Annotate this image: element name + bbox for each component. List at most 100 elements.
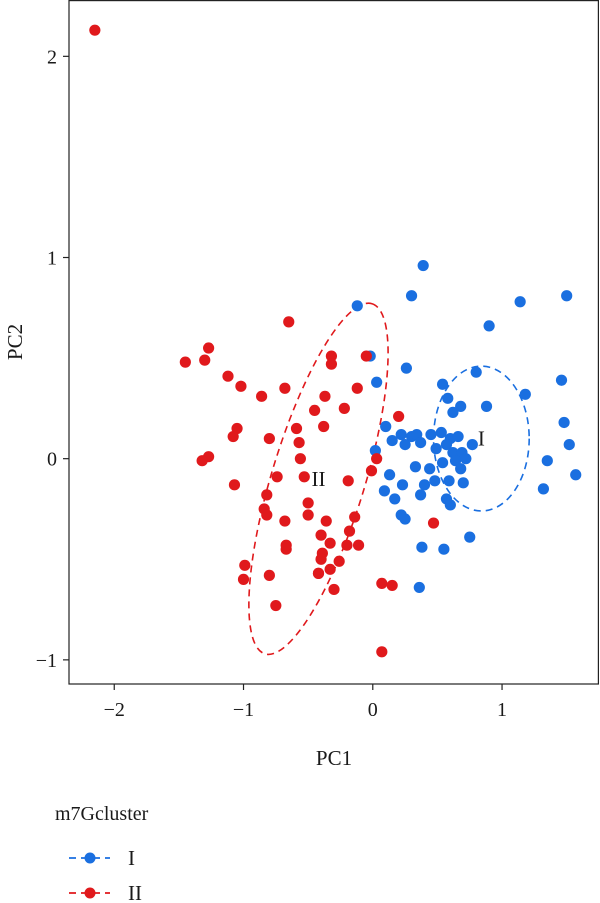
data-point-II: [352, 539, 365, 551]
data-point-I: [457, 477, 469, 489]
data-point-II: [228, 479, 241, 491]
legend-item-II: II: [69, 881, 142, 903]
data-point-II: [343, 525, 356, 537]
data-point-II: [279, 382, 291, 394]
x-axis: −2 −1 0 1 PC1: [104, 684, 507, 770]
data-point-II: [324, 563, 336, 575]
data-point-II: [338, 402, 350, 414]
data-point-I: [443, 475, 455, 487]
cluster-ellipses: [248, 302, 530, 656]
data-point-II: [315, 553, 327, 565]
data-point-II: [271, 471, 283, 483]
data-point-I: [435, 426, 447, 439]
data-point-I: [400, 362, 412, 374]
data-point-I: [409, 461, 422, 473]
data-point-I: [383, 469, 396, 481]
cluster-ellipse-II: [248, 302, 389, 656]
data-point-I: [386, 434, 398, 447]
data-point-II: [376, 646, 388, 658]
data-point-II: [371, 453, 383, 465]
data-point-II: [324, 537, 336, 549]
data-point-II: [199, 354, 211, 366]
data-point-II: [360, 350, 372, 362]
y-axis: −1 0 1 2 PC2: [3, 46, 69, 672]
data-point-II: [294, 453, 306, 465]
data-point-II: [89, 24, 101, 36]
data-point-I: [424, 463, 436, 475]
data-point-II: [365, 465, 378, 477]
data-point-II: [222, 370, 234, 382]
data-point-I: [541, 455, 553, 467]
data-point-II: [261, 489, 273, 501]
data-point-II: [293, 436, 305, 449]
x-tick-label: 0: [368, 699, 378, 721]
data-point-II: [179, 356, 191, 368]
data-point-I: [570, 469, 582, 481]
legend-marker-I: [84, 852, 96, 864]
data-point-II: [227, 430, 239, 443]
cluster-label-I: I: [478, 427, 485, 451]
data-point-II: [203, 342, 215, 354]
data-point-I: [399, 439, 411, 451]
legend-label-II: II: [128, 881, 142, 903]
data-point-II: [279, 515, 291, 527]
x-tick-label: −2: [104, 699, 125, 721]
data-point-I: [514, 296, 526, 308]
data-point-II: [393, 410, 405, 423]
data-point-II: [386, 579, 398, 592]
plot-frame: [68, 0, 600, 685]
data-point-I: [555, 374, 568, 386]
data-point-I: [416, 541, 428, 553]
data-point-II: [320, 515, 332, 527]
data-point-I: [395, 428, 407, 441]
y-tick-label: 1: [47, 248, 57, 270]
data-point-I: [447, 406, 459, 419]
data-point-II: [239, 559, 251, 571]
data-point-I: [371, 376, 383, 388]
data-point-I: [396, 479, 409, 491]
data-point-I: [430, 443, 442, 455]
data-point-II: [328, 583, 340, 596]
data-point-I: [455, 400, 467, 412]
data-point-II: [290, 422, 303, 435]
data-point-I: [413, 581, 425, 594]
data-point-II: [349, 511, 361, 523]
data-point-II: [319, 390, 331, 402]
y-axis-title: PC2: [3, 324, 27, 360]
data-point-II: [427, 517, 440, 529]
data-point-II: [315, 529, 327, 541]
data-point-I: [417, 259, 429, 272]
data-point-II: [196, 455, 208, 467]
data-point-II: [325, 350, 338, 362]
data-point-I: [460, 453, 472, 465]
cluster-labels: I II: [311, 427, 484, 491]
data-point-I: [483, 320, 495, 332]
data-point-II: [298, 471, 310, 483]
data-point-I: [464, 531, 476, 543]
data-point-I: [480, 400, 493, 412]
data-point-I: [561, 290, 573, 302]
data-point-I: [436, 457, 449, 469]
data-point-II: [325, 358, 338, 370]
y-tick-label: −1: [36, 650, 57, 672]
data-point-I: [563, 439, 575, 451]
data-point-II: [283, 316, 295, 328]
data-point-I: [438, 543, 450, 555]
data-point-I: [452, 430, 464, 443]
data-point-II: [333, 555, 345, 567]
data-point-II: [256, 390, 268, 402]
data-point-II: [341, 539, 353, 551]
data-point-I: [470, 366, 482, 378]
plot-panel: I II: [68, 0, 600, 685]
data-point-I: [455, 463, 467, 475]
data-point-II: [280, 539, 292, 551]
data-point-I: [389, 493, 401, 505]
legend: m7Gcluster I II: [55, 803, 149, 903]
x-tick-label: −1: [233, 699, 254, 721]
data-point-II: [235, 380, 247, 392]
legend-label-I: I: [128, 846, 135, 870]
data-point-I: [444, 499, 456, 511]
cluster-ellipse-I: [432, 365, 530, 512]
data-point-I: [519, 388, 531, 400]
